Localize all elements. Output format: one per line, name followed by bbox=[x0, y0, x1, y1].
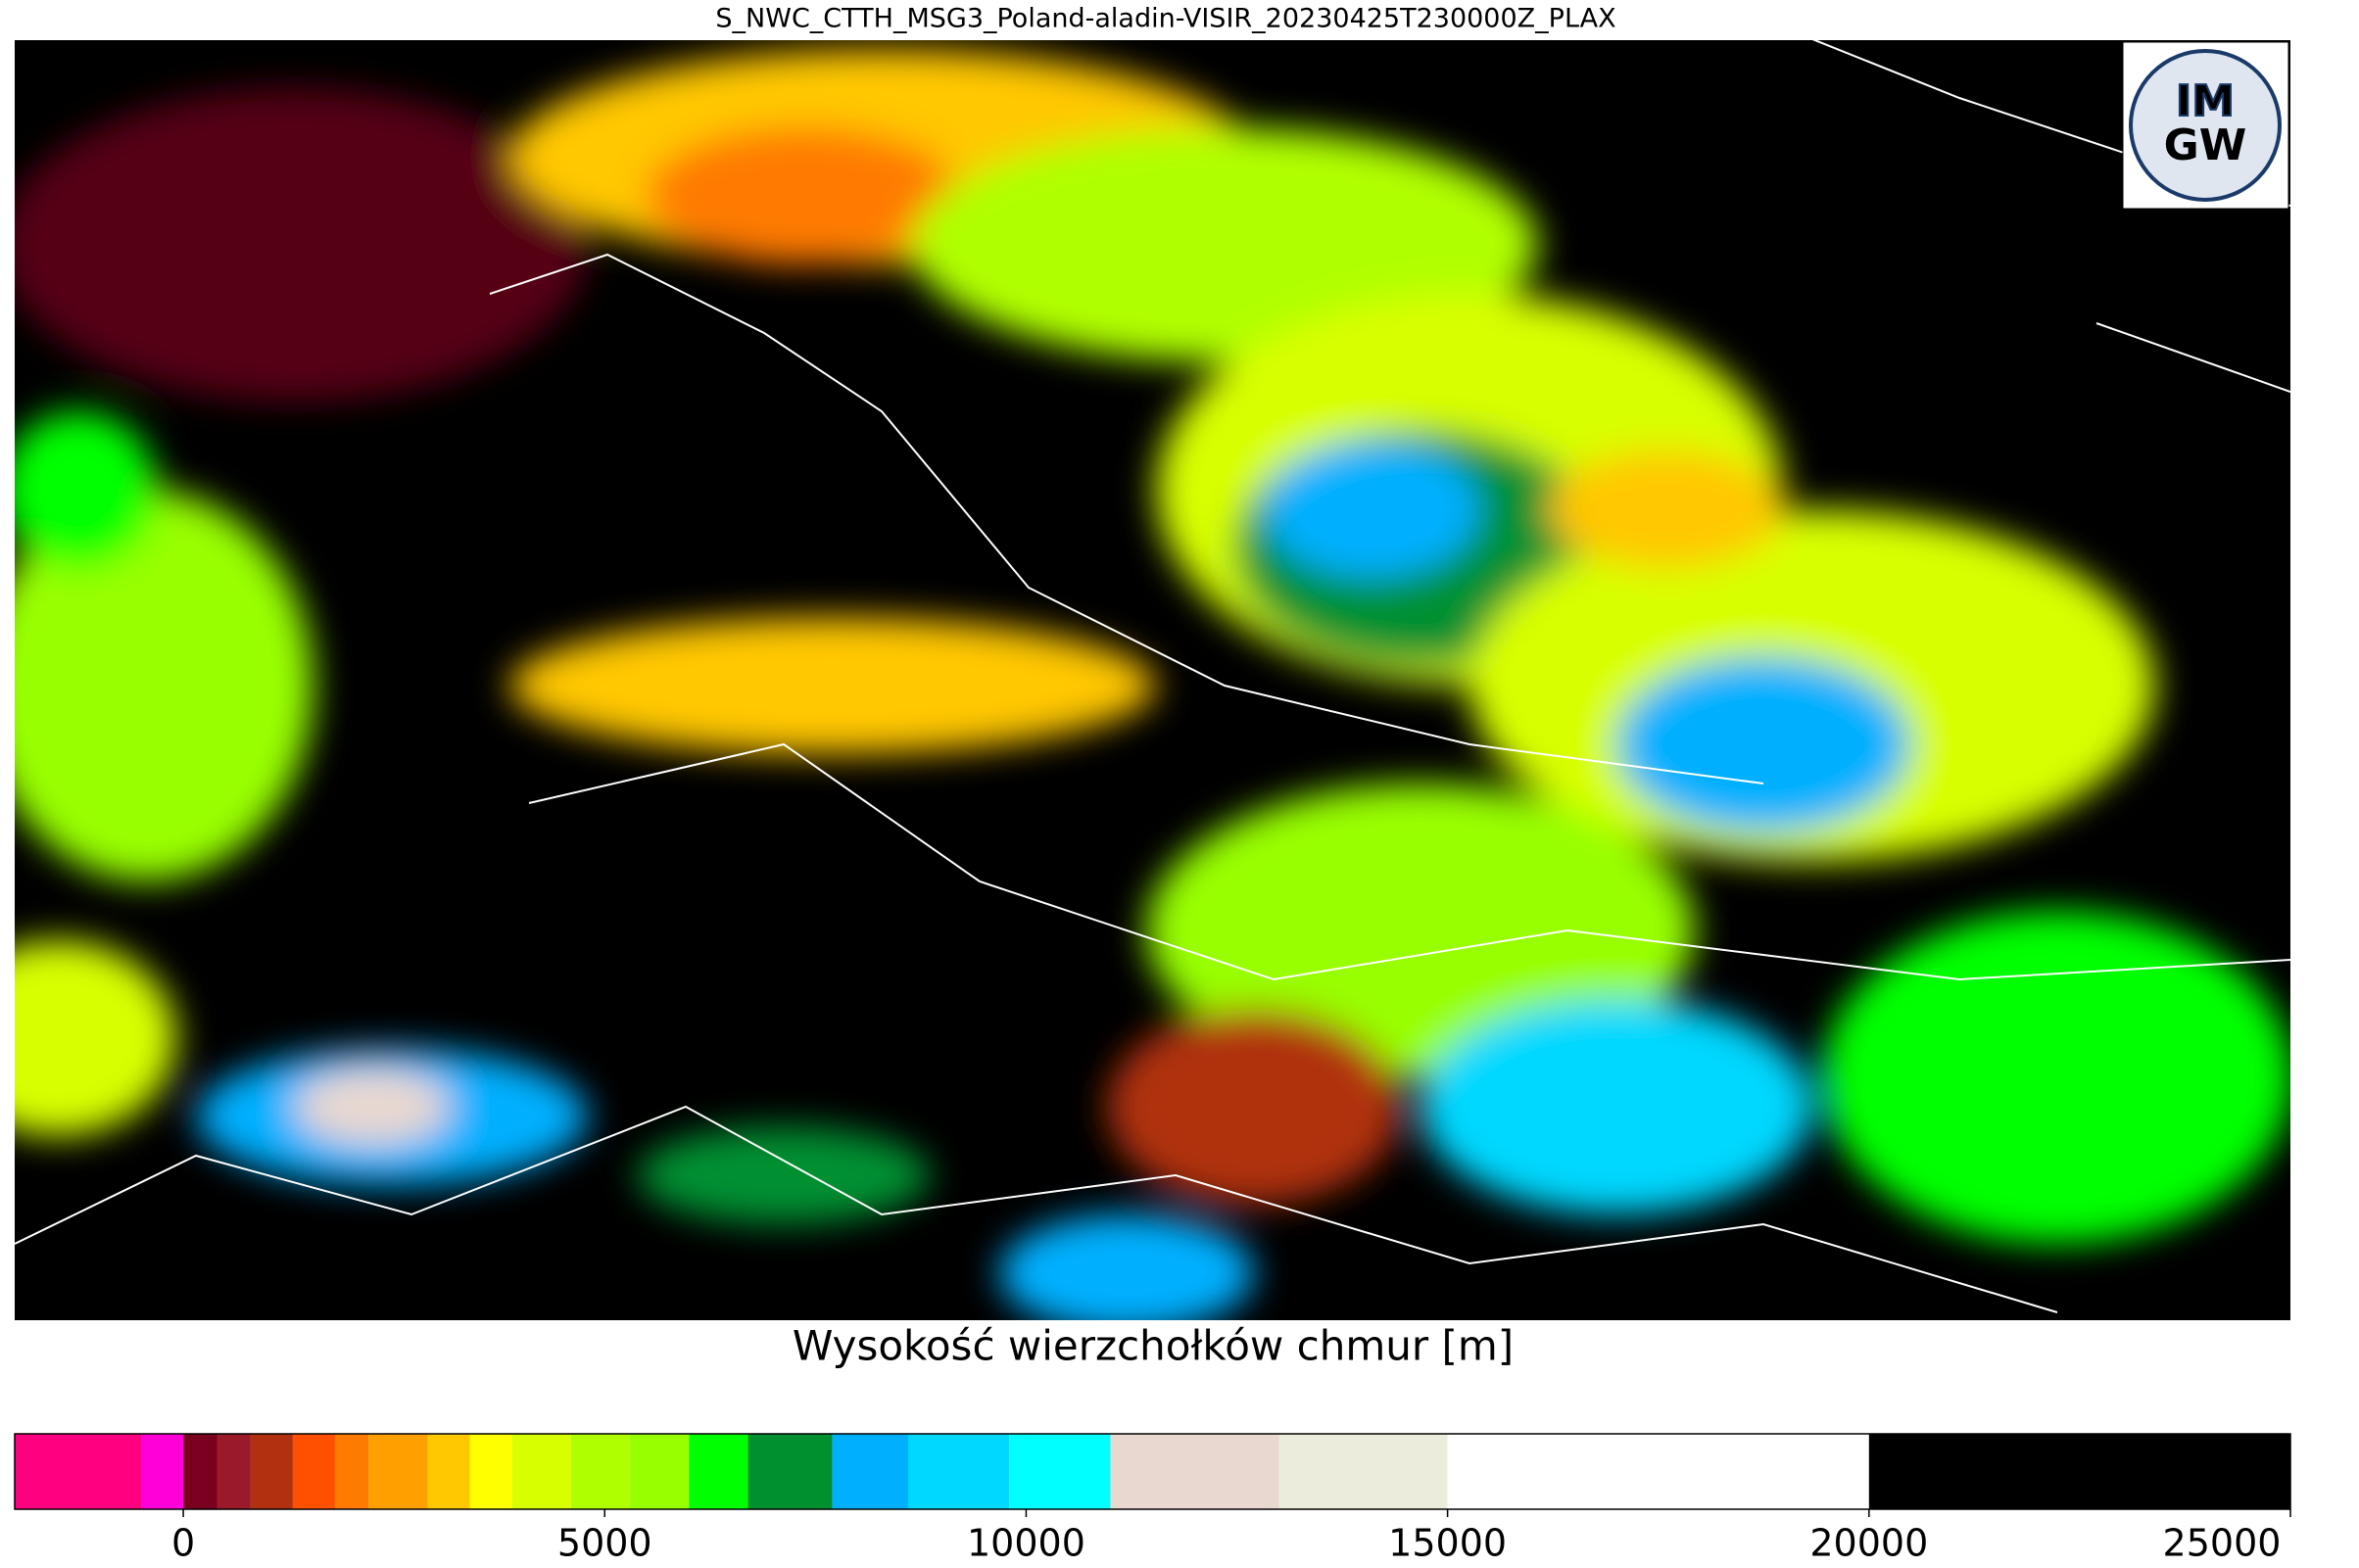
colorbar-bin bbox=[1278, 1434, 1448, 1509]
colorbar-bin bbox=[141, 1434, 184, 1509]
x-tick-label: 15000 bbox=[1388, 1522, 1507, 1565]
colorbar-label: Wysokość wierzchołków chmur [m] bbox=[793, 1322, 1514, 1370]
chart-title: S_NWC_CTTH_MSG3_Poland-aladin-VISIR_2023… bbox=[715, 4, 1615, 34]
logo-text: GW bbox=[2164, 120, 2247, 170]
logo: IM GW bbox=[2122, 41, 2289, 210]
colorbar-bin bbox=[334, 1434, 369, 1509]
colorbar-bin bbox=[689, 1434, 748, 1509]
logo-text: IM bbox=[2176, 76, 2235, 126]
colorbar-bin bbox=[183, 1434, 217, 1509]
x-tick-label: 0 bbox=[171, 1522, 195, 1565]
colorbar-bin bbox=[511, 1434, 571, 1509]
borders bbox=[15, 40, 2290, 1313]
cloud-field bbox=[15, 49, 2290, 1320]
colorbar-bin bbox=[15, 1434, 142, 1509]
colorbar-frame bbox=[14, 1433, 2291, 1510]
x-tick-label: 5000 bbox=[557, 1522, 652, 1565]
colorbar-bin bbox=[469, 1434, 512, 1509]
colorbar-bin bbox=[747, 1434, 833, 1509]
x-tick-label: 25000 bbox=[2163, 1522, 2282, 1565]
colorbar-bin bbox=[368, 1434, 428, 1509]
x-tick-label: 10000 bbox=[967, 1522, 1085, 1565]
colorbar-bin bbox=[1110, 1434, 1279, 1509]
logo-circle bbox=[2129, 49, 2282, 202]
colorbar-bin bbox=[832, 1434, 908, 1509]
colorbar: 0 5000 10000 15000 20000 25000 bbox=[14, 1433, 2291, 1565]
colorbar-bin bbox=[1447, 1434, 1869, 1509]
colorbar-bin bbox=[292, 1434, 335, 1509]
colorbar-bin bbox=[907, 1434, 1010, 1509]
colorbar-bin bbox=[250, 1434, 293, 1509]
colorbar-bin bbox=[570, 1434, 631, 1509]
colorbar-bin bbox=[427, 1434, 470, 1509]
colorbar-bin bbox=[1009, 1434, 1111, 1509]
x-tick-label: 20000 bbox=[1809, 1522, 1928, 1565]
colorbar-bin bbox=[630, 1434, 690, 1509]
colorbar-bin bbox=[1868, 1434, 2290, 1509]
colorbar-bin bbox=[217, 1434, 251, 1509]
map bbox=[15, 40, 2290, 1320]
